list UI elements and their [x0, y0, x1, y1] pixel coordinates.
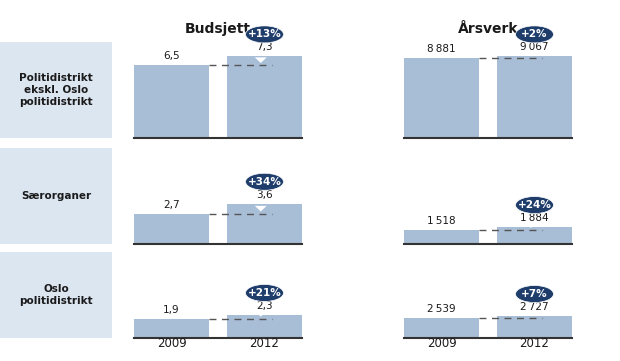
- Ellipse shape: [246, 173, 283, 190]
- Text: +34%: +34%: [247, 177, 281, 187]
- Text: Budsjett: Budsjett: [185, 22, 251, 36]
- Text: 9 067: 9 067: [520, 42, 549, 52]
- Polygon shape: [255, 206, 267, 212]
- Bar: [404, 230, 479, 244]
- Text: 3,6: 3,6: [256, 190, 273, 200]
- Polygon shape: [255, 57, 267, 63]
- Text: 1,9: 1,9: [163, 305, 180, 315]
- Bar: [134, 65, 209, 138]
- Bar: [404, 58, 479, 138]
- Text: 2012: 2012: [250, 337, 280, 350]
- Bar: [404, 318, 479, 338]
- Bar: [227, 315, 302, 338]
- Polygon shape: [525, 222, 537, 228]
- Bar: [497, 316, 572, 338]
- Text: Særorganer: Særorganer: [21, 191, 91, 201]
- Bar: [0, 252, 112, 338]
- Text: Årsverk: Årsverk: [458, 22, 518, 36]
- Text: 2012: 2012: [520, 337, 549, 350]
- Text: +24%: +24%: [518, 200, 551, 210]
- Bar: [497, 227, 572, 244]
- Ellipse shape: [246, 26, 283, 43]
- Text: 8 881: 8 881: [427, 44, 456, 54]
- Text: 2 727: 2 727: [520, 302, 549, 312]
- Text: 7,3: 7,3: [256, 42, 273, 52]
- Text: Politidistrikt
ekskl. Oslo
politidistrikt: Politidistrikt ekskl. Oslo politidistrik…: [19, 73, 93, 106]
- Polygon shape: [525, 50, 537, 56]
- Polygon shape: [525, 309, 537, 315]
- Text: +7%: +7%: [521, 289, 548, 299]
- Bar: [497, 56, 572, 138]
- Text: 2009: 2009: [157, 337, 187, 350]
- Text: +21%: +21%: [247, 288, 281, 298]
- Text: 1 518: 1 518: [427, 216, 456, 226]
- Text: Oslo
politidistrikt: Oslo politidistrikt: [19, 284, 93, 306]
- Bar: [227, 204, 302, 244]
- Bar: [227, 56, 302, 138]
- Ellipse shape: [246, 284, 283, 301]
- Bar: [0, 148, 112, 244]
- Text: +2%: +2%: [521, 29, 547, 39]
- Text: 2,3: 2,3: [256, 301, 273, 311]
- Bar: [134, 214, 209, 244]
- Text: 6,5: 6,5: [163, 51, 180, 61]
- Bar: [134, 319, 209, 338]
- Polygon shape: [255, 311, 267, 317]
- Ellipse shape: [515, 26, 554, 43]
- Text: 1 884: 1 884: [520, 213, 549, 223]
- Text: 2 539: 2 539: [427, 304, 456, 314]
- Ellipse shape: [515, 196, 554, 214]
- Text: +13%: +13%: [247, 29, 281, 39]
- Ellipse shape: [515, 286, 554, 303]
- Text: 2009: 2009: [427, 337, 456, 350]
- Bar: [0, 42, 112, 138]
- Text: 2,7: 2,7: [163, 200, 180, 210]
